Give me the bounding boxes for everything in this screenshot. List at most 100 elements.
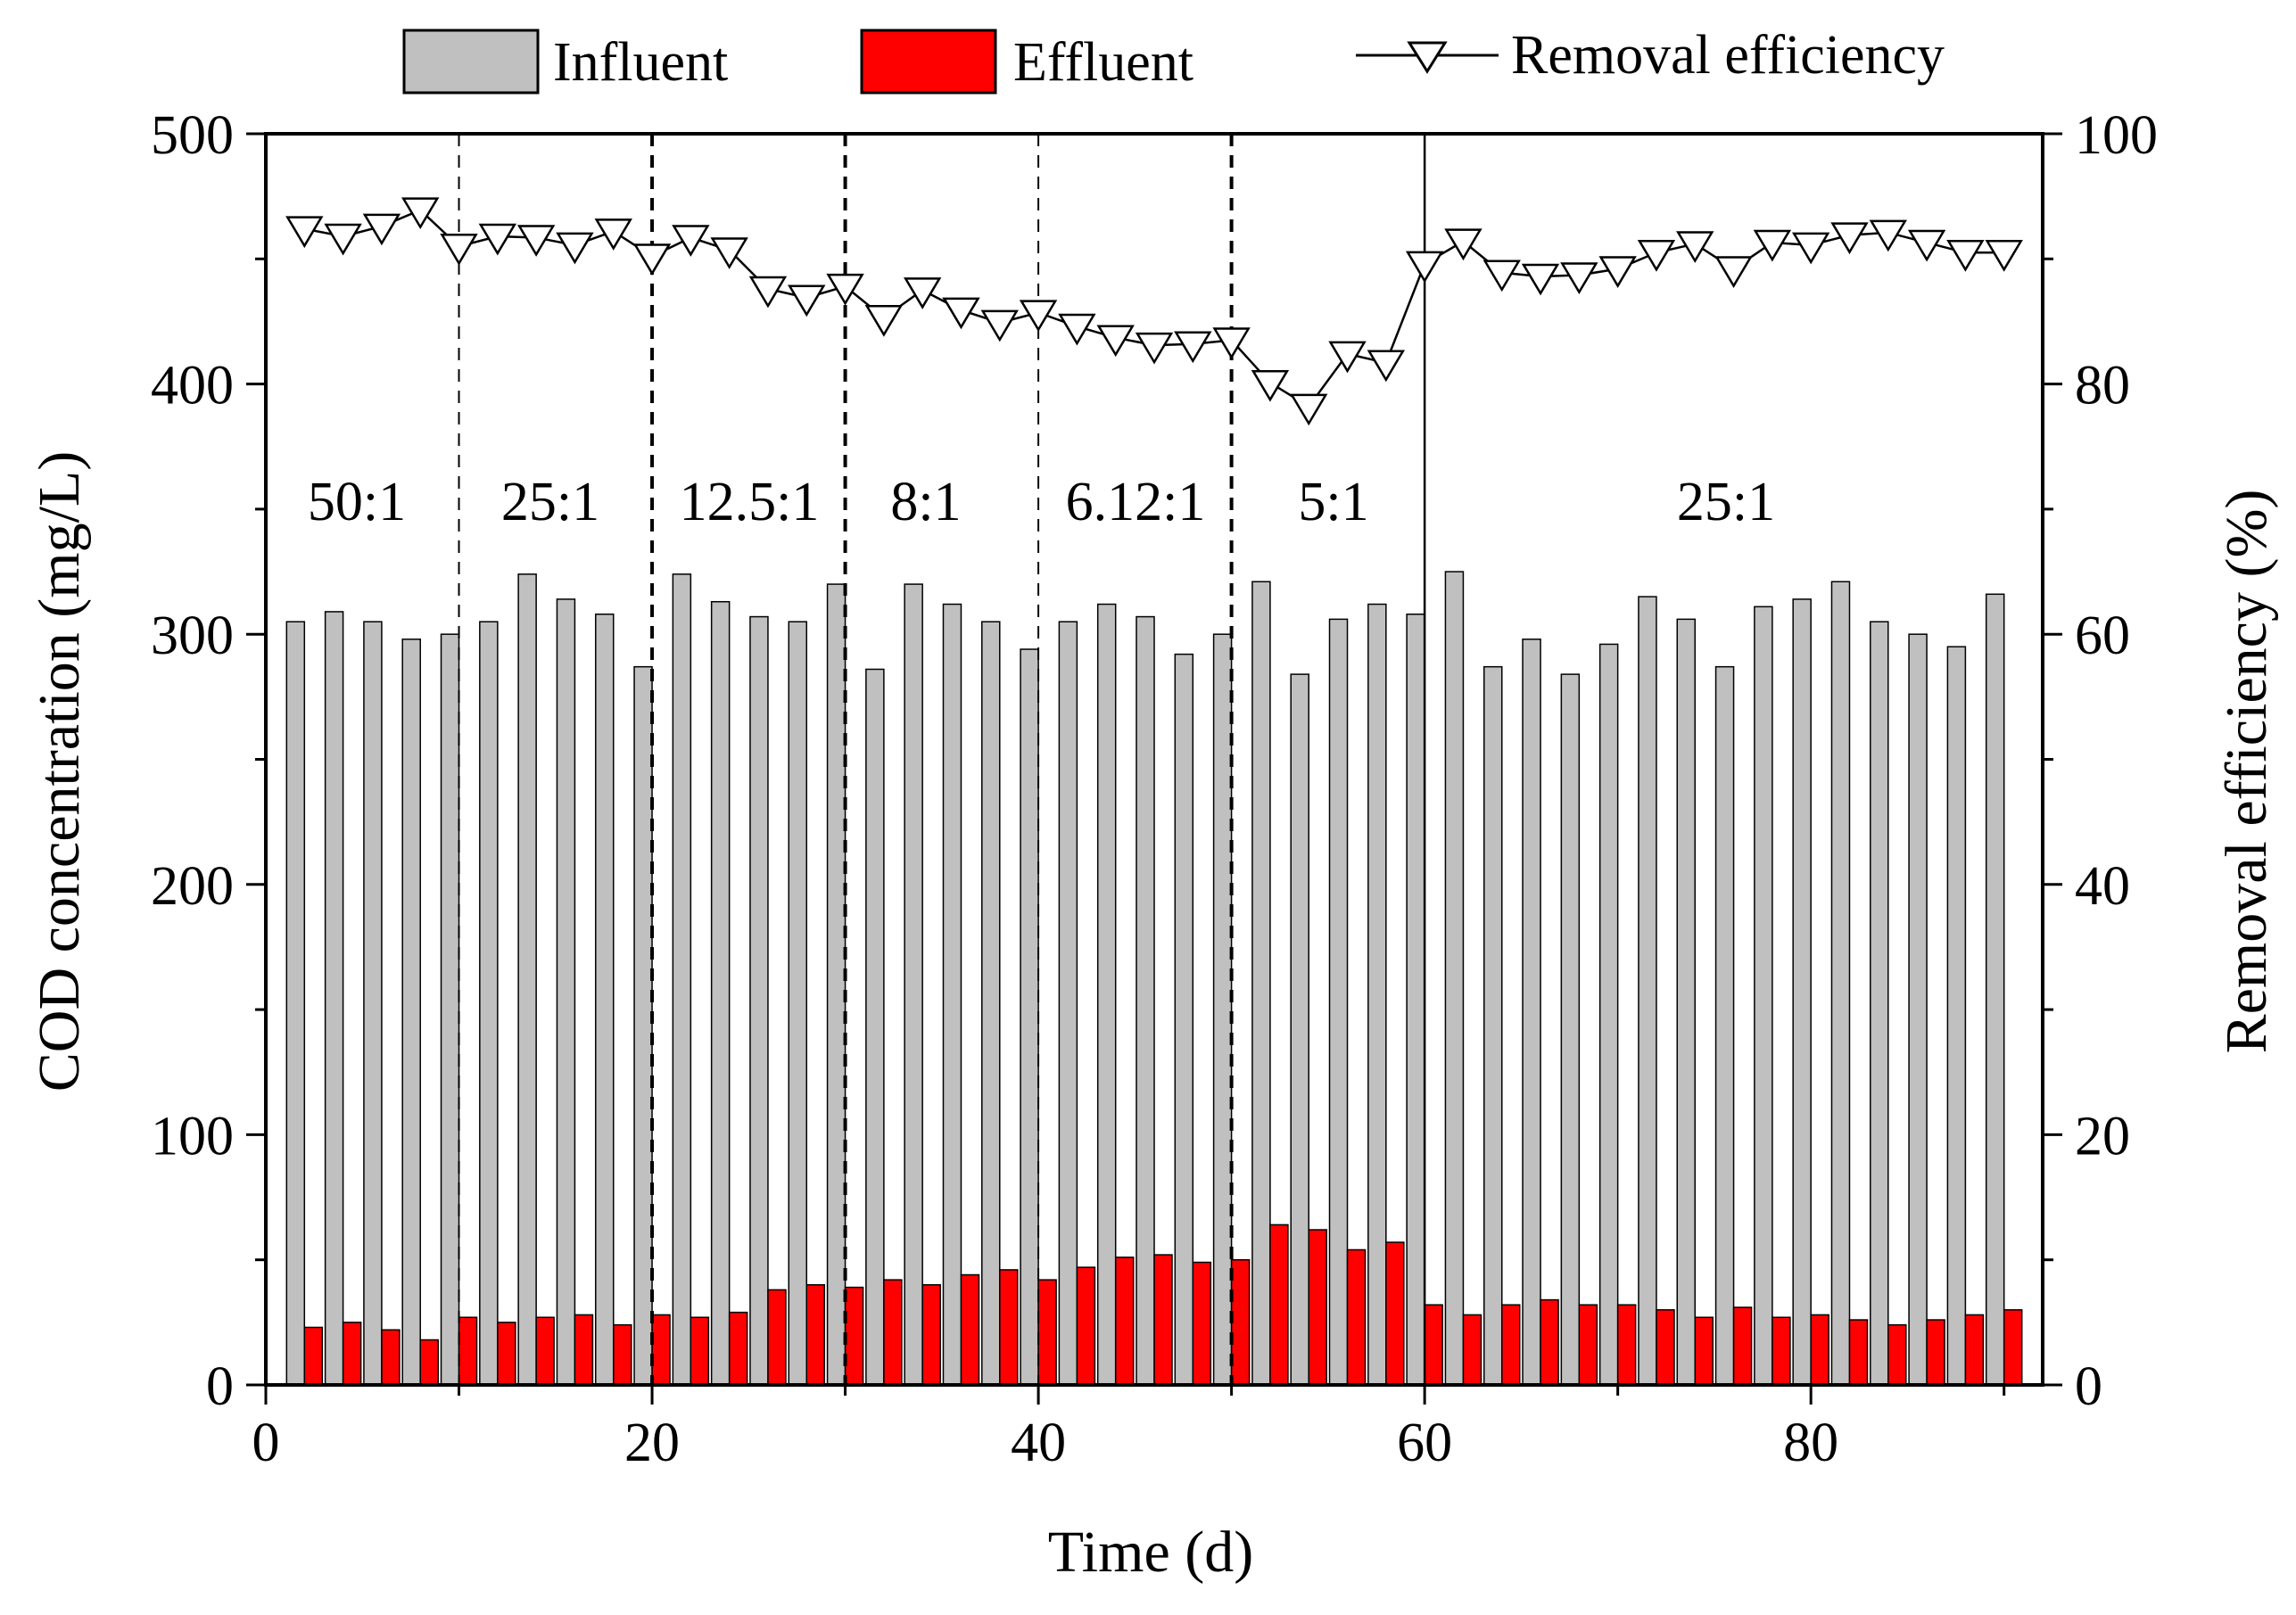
removal-efficiency-marker: [1367, 350, 1406, 383]
removal-efficiency-marker: [1985, 240, 2023, 272]
x-tick-label: 60: [1397, 1413, 1452, 1473]
effluent-bar: [2003, 1309, 2023, 1386]
effluent-bar: [1694, 1316, 1714, 1386]
phase-labels: 50:1 25:1 12.5:1 8:1 6.12:1 5:1 25:1: [308, 472, 1775, 532]
effluent-bar: [381, 1329, 401, 1386]
influent-bar: [479, 621, 499, 1386]
removal-efficiency-marker: [1328, 341, 1367, 374]
influent-bar: [904, 583, 923, 1386]
effluent-bar: [1964, 1314, 1985, 1386]
influent-bar: [594, 614, 615, 1386]
removal-efficiency-marker: [1212, 327, 1251, 359]
effluent-bar: [342, 1322, 362, 1386]
effluent-bar: [651, 1314, 671, 1386]
removal-efficiency-marker: [1444, 228, 1482, 261]
removal-efficiency-marker: [1869, 219, 1907, 252]
bar-layer: [285, 571, 2023, 1386]
influent-bar: [1290, 673, 1309, 1386]
effluent-bar: [535, 1316, 555, 1386]
influent-bar: [1638, 596, 1657, 1386]
removal-efficiency-marker: [478, 223, 517, 256]
phase-label: 5:1: [1298, 472, 1368, 532]
effluent-bar: [497, 1322, 516, 1386]
effluent-bar: [1772, 1316, 1791, 1386]
influent-bar: [1946, 646, 1967, 1386]
influent-bar: [1985, 593, 2005, 1386]
influent-bar: [556, 598, 576, 1386]
effluent-bar: [303, 1326, 324, 1386]
influent-bar: [865, 668, 885, 1386]
removal-efficiency-marker: [516, 225, 556, 257]
removal-efficiency-marker: [1482, 260, 1521, 293]
removal-efficiency-marker: [710, 237, 748, 269]
y-tick-label: 200: [151, 856, 234, 917]
effluent-bar: [1269, 1224, 1289, 1386]
influent-bar: [1367, 603, 1387, 1386]
effluent-bar: [458, 1316, 478, 1386]
effluent-bar: [767, 1289, 787, 1386]
removal-efficiency-marker: [1753, 229, 1792, 262]
legend-removal-label: Removal efficiency: [1511, 25, 1945, 86]
removal-efficiency-marker: [1174, 331, 1212, 364]
legend-effluent-label: Effluent: [1013, 32, 1193, 93]
removal-efficiency-marker: [401, 197, 440, 230]
removal-efficiency-marker: [1791, 232, 1830, 265]
y2-axis-title: Removal efficiency (%): [2214, 490, 2279, 1054]
removal-efficiency-marker: [1907, 229, 1946, 262]
removal-efficiency-marker: [1560, 262, 1598, 294]
y2-tick-label: 100: [2075, 105, 2158, 166]
removal-efficiency-marker: [1019, 300, 1058, 333]
effluent-bar: [1462, 1314, 1482, 1386]
legend-influent-swatch: [402, 29, 540, 95]
influent-bar: [1406, 614, 1425, 1386]
effluent-bar: [1887, 1323, 1907, 1386]
influent-bar: [942, 603, 962, 1386]
influent-bar: [788, 621, 808, 1386]
phase-label: 6.12:1: [1066, 472, 1206, 532]
influent-bar: [1328, 618, 1349, 1386]
influent-bar: [1522, 639, 1541, 1386]
effluent-bar: [1424, 1304, 1443, 1386]
effluent-bar: [805, 1284, 826, 1386]
removal-efficiency-marker: [672, 225, 710, 257]
effluent-bar: [1616, 1304, 1637, 1386]
removal-efficiency-marker: [942, 297, 980, 330]
influent-bar: [517, 573, 537, 1386]
influent-bar: [981, 621, 1001, 1386]
influent-bar: [1482, 665, 1503, 1386]
influent-bar: [1870, 621, 1889, 1386]
removal-efficiency-marker: [1290, 393, 1328, 426]
removal-efficiency-marker: [1405, 251, 1444, 284]
x-tick-label: 40: [1011, 1413, 1066, 1473]
x-tick-label: 0: [252, 1413, 280, 1473]
influent-bar: [1058, 621, 1078, 1386]
influent-bar: [1714, 665, 1735, 1386]
removal-line-layer: [285, 197, 2023, 426]
effluent-bar: [1732, 1306, 1753, 1386]
removal-efficiency-marker: [748, 276, 788, 309]
influent-bar: [1908, 633, 1928, 1386]
effluent-bar: [1540, 1298, 1559, 1386]
removal-efficiency-marker: [362, 213, 401, 246]
y2-tick-label: 60: [2075, 606, 2130, 666]
influent-bar: [710, 600, 731, 1386]
removal-efficiency-marker: [1676, 231, 1714, 263]
removal-efficiency-marker: [632, 243, 672, 276]
influent-bar: [285, 621, 306, 1386]
effluent-bar: [574, 1314, 594, 1386]
legend-effluent-swatch: [860, 29, 997, 95]
removal-efficiency-marker: [864, 304, 904, 337]
y-tick-label: 500: [151, 105, 234, 166]
influent-bar: [363, 621, 383, 1386]
influent-bar: [1444, 571, 1465, 1386]
removal-efficiency-marker: [1946, 240, 1985, 272]
effluent-bar: [1308, 1229, 1327, 1386]
legend: Influent Effluent Removal efficiency: [402, 25, 1945, 95]
removal-efficiency-marker: [440, 234, 478, 266]
influent-bar: [401, 639, 421, 1386]
phase-label: 8:1: [890, 472, 961, 532]
removal-efficiency-marker: [1521, 263, 1560, 296]
removal-efficiency-marker: [285, 216, 324, 249]
influent-bar: [672, 573, 692, 1386]
